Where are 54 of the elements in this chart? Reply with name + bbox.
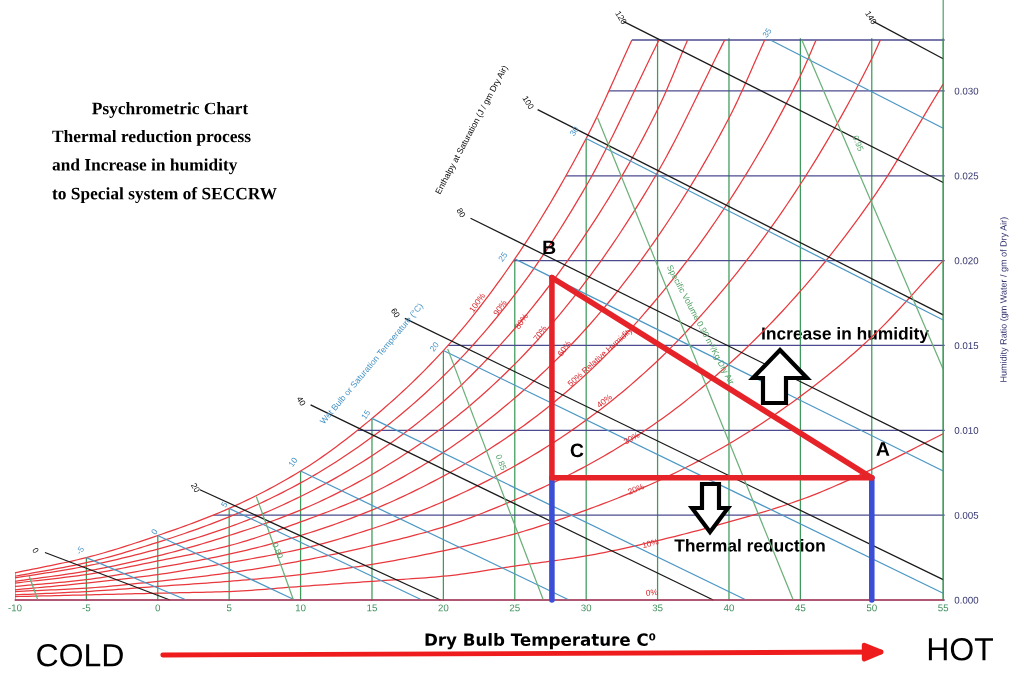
x-tick-label: 5 — [226, 604, 232, 612]
annotation: 15 — [361, 409, 371, 420]
annotation: 0 — [32, 547, 40, 554]
annotation: 25 — [497, 251, 508, 262]
text: Thermal reduction process and Increase in humidity to Special system of SECCRW — [52, 130, 277, 203]
annotation: 40 — [296, 395, 306, 407]
text: COLD — [37, 643, 123, 667]
y-tick-label: 0.030 — [954, 87, 979, 95]
annotation: 20% — [627, 483, 645, 495]
x-tick-label: 45 — [795, 604, 806, 612]
x-tick-label: 10 — [295, 604, 306, 612]
y-tick-label: 0.020 — [954, 257, 979, 265]
annotation: 140 — [865, 10, 877, 25]
annotation: 0.85 — [495, 453, 507, 471]
annotation: 35 — [762, 27, 772, 39]
annotation: C — [570, 443, 584, 458]
annotation: 20 — [429, 341, 440, 352]
x-tick-label: 15 — [367, 604, 377, 612]
annotation: 0.80 — [272, 542, 284, 559]
annotation: 100 — [522, 95, 535, 110]
y-tick-label: 0.000 — [954, 596, 979, 604]
x-axis-title: Dry Bulb Temperature C⁰ — [425, 633, 656, 650]
annotation: 80 — [456, 207, 466, 218]
annotation: 20 — [190, 482, 201, 493]
text: Psychrometric Chart — [92, 102, 249, 118]
x-tick-label: 55 — [938, 604, 949, 612]
y-tick-label: 0.025 — [954, 172, 979, 180]
x-tick-label: 20 — [438, 604, 449, 612]
annotation: 30% — [623, 431, 640, 445]
x-tick-label: 25 — [509, 604, 520, 612]
annotation: 0.95 — [852, 134, 864, 152]
y-tick-label: 0.005 — [954, 511, 979, 519]
x-tick-label: 50 — [866, 604, 877, 612]
annotation: 120 — [615, 10, 628, 25]
annotation: 10 — [288, 456, 298, 468]
annotation: 30 — [569, 126, 580, 137]
y-axis-title: Humidity Ratio (gm Water / gm of Dry Air) — [1000, 217, 1009, 382]
annotation: 0 — [150, 528, 158, 536]
x-tick-label: 30 — [581, 604, 592, 612]
y-tick-label: 0.010 — [954, 427, 979, 434]
annotation: 10% — [642, 538, 659, 549]
x-tick-label: -5 — [82, 604, 91, 612]
annotation: 40% — [596, 393, 613, 409]
x-tick-label: 35 — [652, 604, 663, 612]
text: HOT — [928, 637, 993, 661]
x-tick-label: -10 — [8, 604, 22, 612]
x-tick-label: 0 — [155, 604, 161, 612]
annotation: 60 — [390, 307, 401, 319]
x-tick-label: 40 — [723, 604, 735, 612]
annotation: A — [876, 442, 890, 456]
annotation: -5 — [75, 545, 85, 555]
annotation: 5 — [220, 501, 228, 508]
annotation: 0% — [645, 589, 658, 596]
y-tick-label: 0.015 — [954, 342, 979, 350]
